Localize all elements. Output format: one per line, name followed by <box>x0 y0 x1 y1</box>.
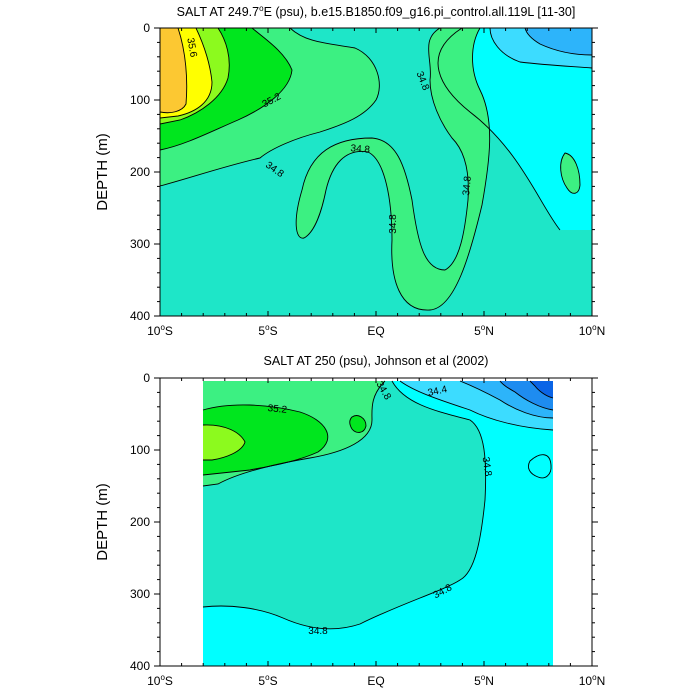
y-tick-label: 200 <box>130 515 150 529</box>
contour-line <box>399 380 554 431</box>
panel-2: SALT AT 250 (psu), Johnson et al (2002) <box>94 354 605 688</box>
contour-line <box>160 28 293 151</box>
contour-label: 34.4 <box>427 384 449 399</box>
x-tick-label: 10oN <box>579 323 605 338</box>
panel-1-y-axis-label: DEPTH (m) <box>94 133 111 211</box>
y-tick-label: 100 <box>130 93 150 107</box>
x-tick-label: 5oS <box>258 323 277 338</box>
y-tick-label: 200 <box>130 165 150 179</box>
panel-2-title: SALT AT 250 (psu), Johnson et al (2002) <box>264 354 489 368</box>
contour-line <box>160 28 380 187</box>
contour-line <box>202 404 329 476</box>
contour-line <box>202 424 246 461</box>
y-tick-label: 400 <box>130 659 150 673</box>
x-tick-label: 5oN <box>474 323 494 338</box>
contour-line <box>349 415 367 433</box>
contour-line <box>560 152 581 194</box>
contour-label: 34.8 <box>350 143 371 156</box>
contour-label: 34.8 <box>388 214 399 234</box>
contour-label: 35.6 <box>184 37 198 59</box>
panel-2-ticks: 10oS 5oS EQ 5oN 10oN 0 100 200 300 400 <box>130 371 605 688</box>
contour-line <box>301 28 469 271</box>
panel-2-y-axis-label: DEPTH (m) <box>94 483 111 561</box>
y-tick-label: 100 <box>130 443 150 457</box>
contour-line <box>160 28 213 119</box>
contour-line <box>489 28 592 69</box>
x-tick-label: 10oS <box>147 323 173 338</box>
contour-line <box>529 380 554 399</box>
fill-35-4-35-6 <box>203 424 245 460</box>
panel-2-contour-fill <box>203 381 553 666</box>
contour-label: 34.8 <box>461 175 474 196</box>
fill-35-2-35-4-blob <box>349 415 366 433</box>
x-tick-label: EQ <box>367 674 384 688</box>
y-tick-label: 300 <box>130 587 150 601</box>
contour-line <box>437 28 561 231</box>
x-tick-label: 10oS <box>147 673 173 688</box>
contour-label: 35.2 <box>267 403 288 416</box>
x-tick-label: 10oN <box>579 673 605 688</box>
contour-line <box>202 380 487 630</box>
x-tick-label: 5oN <box>474 673 494 688</box>
panel-2-contour-lines <box>202 380 554 630</box>
contour-label: 34.8 <box>308 626 328 637</box>
panel-1-contour-lines <box>160 28 592 311</box>
contour-label: 34.8 <box>480 456 494 477</box>
x-tick-label: EQ <box>367 324 384 338</box>
panel-1-contour-fill <box>160 28 592 316</box>
y-tick-label: 0 <box>143 371 150 385</box>
contour-line <box>295 28 491 311</box>
contour-line <box>459 380 554 419</box>
fill-34-5-34-6 <box>525 28 592 55</box>
fill-34-7-34-8 <box>203 381 553 666</box>
contour-line <box>524 28 592 56</box>
panel-1: SALT AT 249.7oE (psu), b.e15.B1850.f09_g… <box>94 4 605 338</box>
fill-35-0-35-2-lobe <box>296 28 490 311</box>
x-tick-label: 5oS <box>258 673 277 688</box>
fill-peak <box>160 28 187 113</box>
y-tick-label: 300 <box>130 237 150 251</box>
panel-1-title: SALT AT 249.7oE (psu), b.e15.B1850.f09_g… <box>177 4 576 19</box>
panel-1-ticks: 10oS 5oS EQ 5oN 10oN 0 100 200 300 400 <box>130 21 605 338</box>
contour-line <box>202 380 386 487</box>
fill-35-2-35-4 <box>203 404 328 475</box>
y-tick-label: 400 <box>130 309 150 323</box>
fill-lt-34-4 <box>530 381 553 398</box>
contour-line <box>160 28 230 125</box>
y-tick-label: 0 <box>143 21 150 35</box>
contour-line <box>499 380 554 411</box>
fill-34-7-34-8 <box>438 28 592 230</box>
contour-line <box>160 28 188 114</box>
fill-35-0-35-2-blob <box>560 153 580 194</box>
contour-line <box>527 454 552 479</box>
fill-34-7-34-8-blob <box>528 454 552 478</box>
